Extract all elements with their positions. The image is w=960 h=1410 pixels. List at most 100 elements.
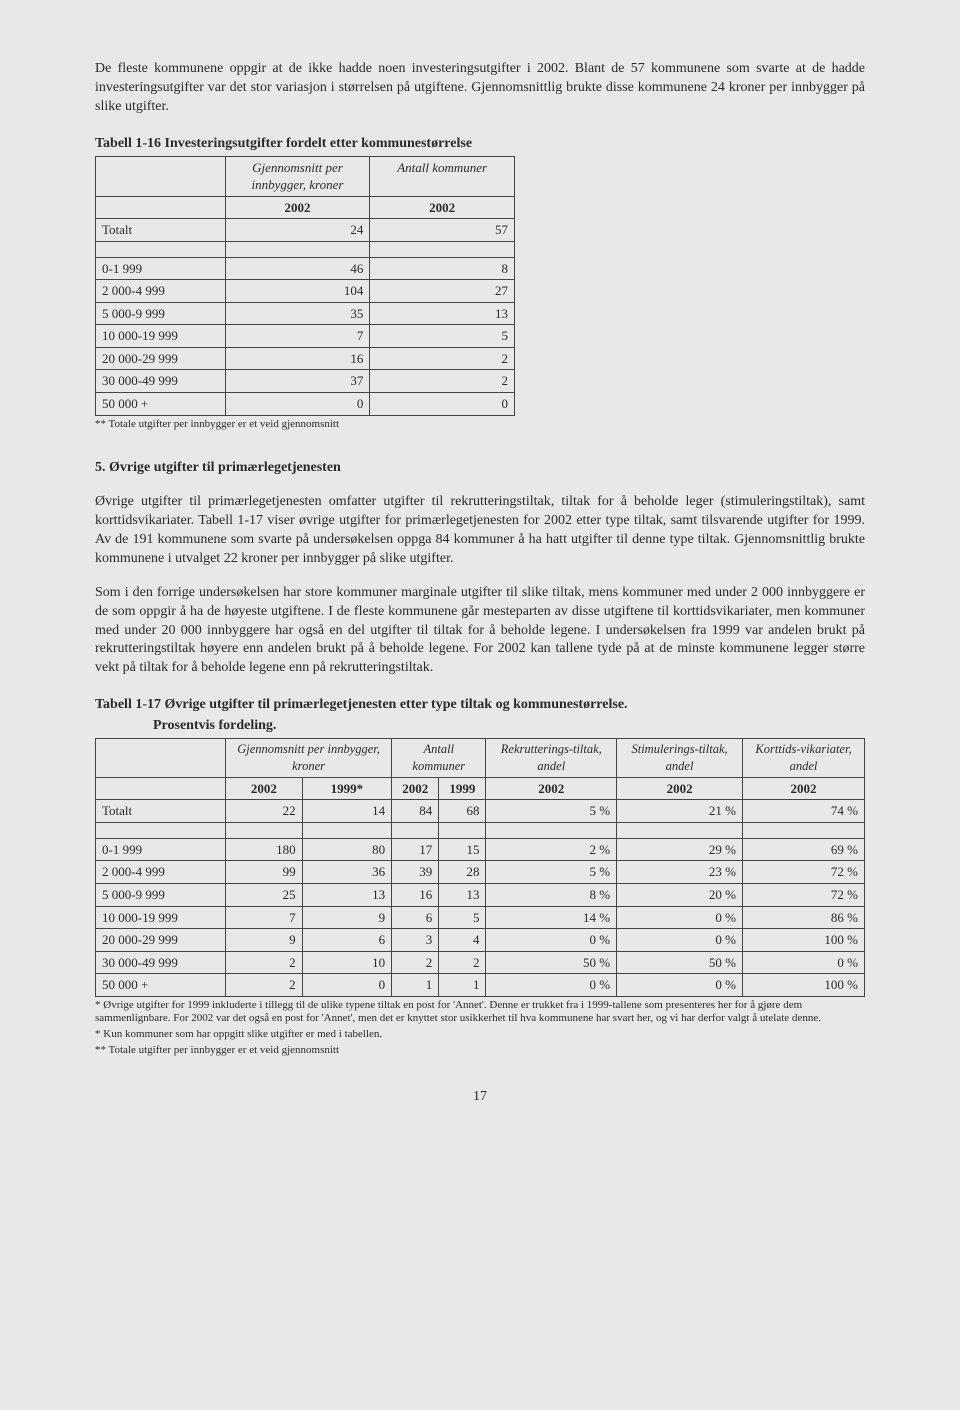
table2-year-cell: 2002	[392, 777, 439, 800]
table-row-value: 0	[225, 393, 370, 416]
table2-year-cell: 2002	[617, 777, 743, 800]
table-row-label: 20 000-29 999	[96, 347, 226, 370]
table-row-value: 2	[392, 951, 439, 974]
table-row-value: 2 %	[486, 838, 617, 861]
table-row-value: 8	[370, 257, 515, 280]
table2-header-antall: Antall kommuner	[392, 739, 486, 778]
table-row-label: 30 000-49 999	[96, 951, 226, 974]
table2-footnote3: ** Totale utgifter per innbygger er et v…	[95, 1044, 865, 1058]
table-row-label: Totalt	[96, 800, 226, 823]
table-row-label	[96, 241, 226, 257]
table2-title: Tabell 1-17 Øvrige utgifter til primærle…	[95, 696, 865, 715]
table-row-value: 72 %	[742, 861, 864, 884]
table-row-value: 2	[370, 347, 515, 370]
table-row-value: 36	[302, 861, 391, 884]
table-row-value: 104	[225, 280, 370, 303]
table-row-value: 0 %	[742, 951, 864, 974]
table1-footnote: ** Totale utgifter per innbygger er et v…	[95, 418, 865, 432]
table-row-value: 6	[302, 929, 391, 952]
section5-heading: 5. Øvrige utgifter til primærlegetjenest…	[95, 459, 865, 478]
table2-header-rekruttering: Rekrutterings-tiltak, andel	[486, 739, 617, 778]
table2-header-stimulering: Stimulerings-tiltak, andel	[617, 739, 743, 778]
table-row-value: 13	[302, 883, 391, 906]
table-row-value: 68	[439, 800, 486, 823]
table-row-value: 16	[225, 347, 370, 370]
table-row-value: 8 %	[486, 883, 617, 906]
table-row-value: 50 %	[617, 951, 743, 974]
table-row-value: 5 %	[486, 800, 617, 823]
table-1-17: Gjennomsnitt per innbygger, kroner Antal…	[95, 738, 865, 997]
table2-year-cell: 2002	[486, 777, 617, 800]
table-row-value: 9	[226, 929, 303, 952]
table-row-value: 21 %	[617, 800, 743, 823]
table-row-value: 25	[226, 883, 303, 906]
table-row-value: 80	[302, 838, 391, 861]
table-row-value: 29 %	[617, 838, 743, 861]
table-row-value: 46	[225, 257, 370, 280]
table-row-value: 14 %	[486, 906, 617, 929]
table-row-value: 23 %	[617, 861, 743, 884]
table-row-value: 2	[226, 951, 303, 974]
table2-year-cell: 1999	[439, 777, 486, 800]
table2-subtitle: Prosentvis fordeling.	[153, 717, 865, 736]
table-row-label: 5 000-9 999	[96, 883, 226, 906]
table-row-value: 100 %	[742, 974, 864, 997]
table-row-value: 100 %	[742, 929, 864, 952]
table-row-value: 0	[302, 974, 391, 997]
table-row-value: 13	[439, 883, 486, 906]
table-row-value: 0 %	[486, 929, 617, 952]
table2-year-cell: 2002	[226, 777, 303, 800]
table-1-16: Gjennomsnitt per innbygger, kroner Antal…	[95, 156, 515, 416]
table-row-value: 0 %	[486, 974, 617, 997]
table-row-value	[742, 822, 864, 838]
table-row-value: 15	[439, 838, 486, 861]
table2-header-gjennomsnitt: Gjennomsnitt per innbygger, kroner	[226, 739, 392, 778]
table-row-value: 17	[392, 838, 439, 861]
table-row-label: 10 000-19 999	[96, 906, 226, 929]
table-row-label: 5 000-9 999	[96, 302, 226, 325]
page-number: 17	[95, 1088, 865, 1107]
table-row-value: 84	[392, 800, 439, 823]
section5-para1: Øvrige utgifter til primærlegetjenesten …	[95, 493, 865, 569]
table-row-value: 0	[370, 393, 515, 416]
table-row-value: 0 %	[617, 906, 743, 929]
table-row-label: 0-1 999	[96, 838, 226, 861]
table-row-label	[96, 822, 226, 838]
table-row-value: 2	[370, 370, 515, 393]
table-row-value: 27	[370, 280, 515, 303]
table2-blank-header	[96, 739, 226, 778]
table-row-label: 20 000-29 999	[96, 929, 226, 952]
table1-title: Tabell 1-16 Investeringsutgifter fordelt…	[95, 135, 865, 154]
intro-paragraph: De fleste kommunene oppgir at de ikke ha…	[95, 60, 865, 117]
table-row-value: 1	[392, 974, 439, 997]
table-row-value: 72 %	[742, 883, 864, 906]
table-row-value: 4	[439, 929, 486, 952]
table-row-value: 37	[225, 370, 370, 393]
table-row-value: 5	[370, 325, 515, 348]
table-row-value: 7	[225, 325, 370, 348]
table2-footnote2: * Kun kommuner som har oppgitt slike utg…	[95, 1028, 865, 1042]
table-row-value: 5 %	[486, 861, 617, 884]
table1-header-gjennomsnitt: Gjennomsnitt per innbygger, kroner	[225, 156, 370, 196]
table-row-value: 3	[392, 929, 439, 952]
table-row-value: 2	[226, 974, 303, 997]
table-row-value: 22	[226, 800, 303, 823]
table1-year-col2: 2002	[225, 196, 370, 219]
table-row-value: 20 %	[617, 883, 743, 906]
table-row-value	[302, 822, 391, 838]
table-row-value: 1	[439, 974, 486, 997]
table-row-value: 57	[370, 219, 515, 242]
table-row-value: 69 %	[742, 838, 864, 861]
table-row-value: 0 %	[617, 929, 743, 952]
table-row-value	[370, 241, 515, 257]
table-row-value: 6	[392, 906, 439, 929]
table-row-value: 16	[392, 883, 439, 906]
table-row-value: 28	[439, 861, 486, 884]
table-row-label: 30 000-49 999	[96, 370, 226, 393]
table-row-value	[225, 241, 370, 257]
table2-footnote1: * Øvrige utgifter for 1999 inkluderte i …	[95, 999, 865, 1027]
table-row-value: 35	[225, 302, 370, 325]
table-row-value: 7	[226, 906, 303, 929]
table-row-label: 2 000-4 999	[96, 280, 226, 303]
table2-year-cell: 2002	[742, 777, 864, 800]
